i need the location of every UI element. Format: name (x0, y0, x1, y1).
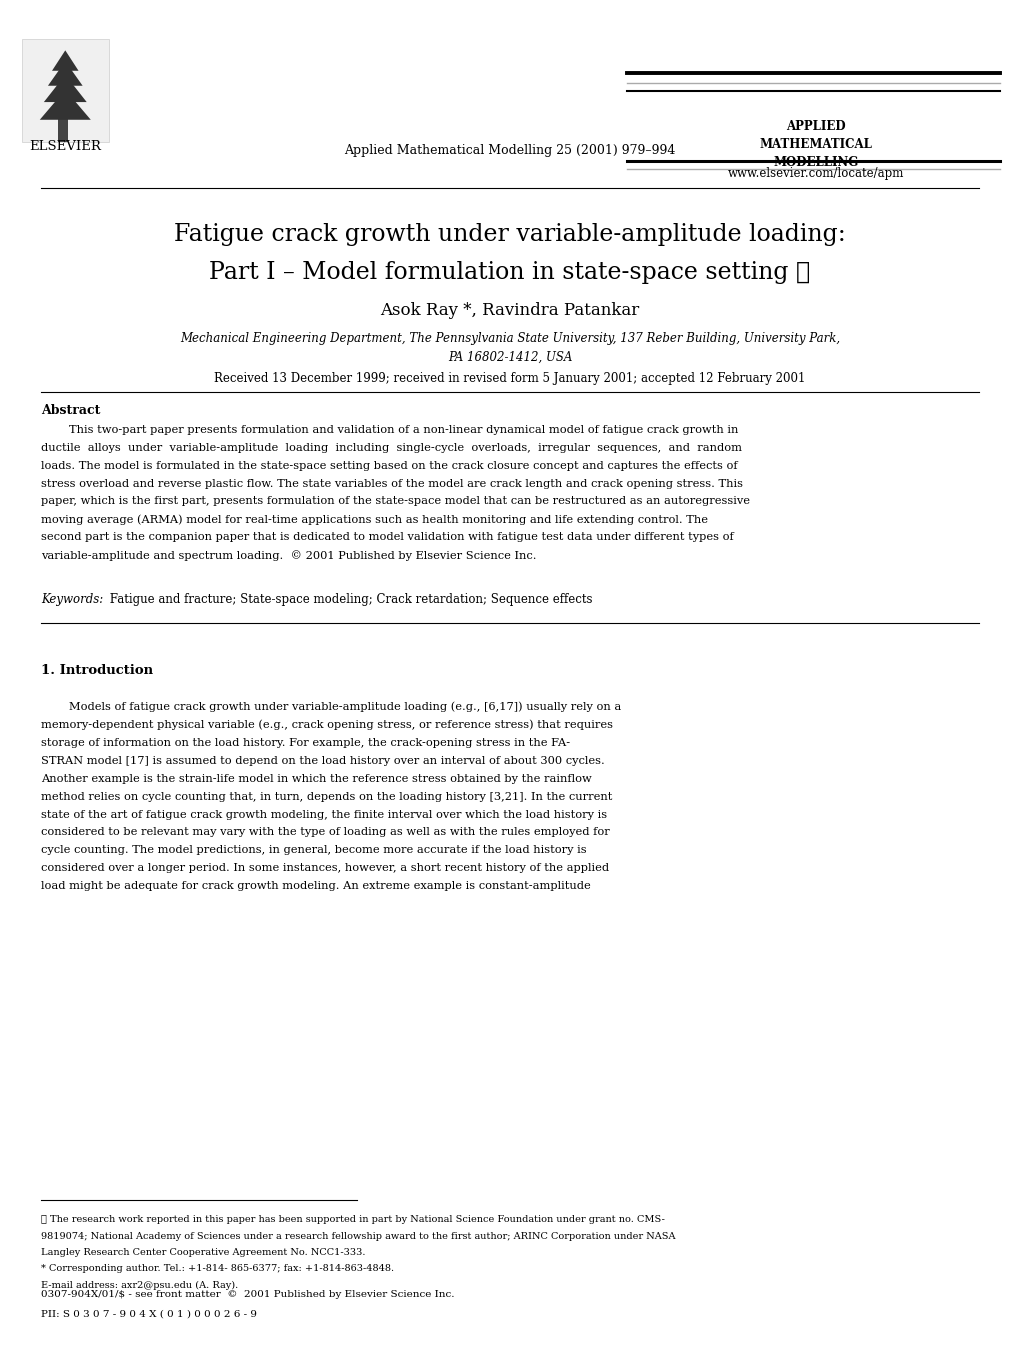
Text: 9819074; National Academy of Sciences under a research fellowship award to the f: 9819074; National Academy of Sciences un… (41, 1232, 675, 1241)
Text: ELSEVIER: ELSEVIER (30, 140, 101, 154)
Text: PA 16802-1412, USA: PA 16802-1412, USA (447, 351, 572, 365)
Text: Abstract: Abstract (41, 404, 100, 418)
Text: load might be adequate for crack growth modeling. An extreme example is constant: load might be adequate for crack growth … (41, 882, 590, 891)
Text: This two-part paper presents formulation and validation of a non-linear dynamica: This two-part paper presents formulation… (69, 425, 738, 434)
Text: moving average (ARMA) model for real-time applications such as health monitoring: moving average (ARMA) model for real-tim… (41, 514, 707, 525)
Text: second part is the companion paper that is dedicated to model validation with fa: second part is the companion paper that … (41, 532, 733, 543)
Text: Another example is the strain-life model in which the reference stress obtained : Another example is the strain-life model… (41, 773, 591, 784)
Text: Received 13 December 1999; received in revised form 5 January 2001; accepted 12 : Received 13 December 1999; received in r… (214, 372, 805, 385)
Text: storage of information on the load history. For example, the crack-opening stres: storage of information on the load histo… (41, 738, 570, 747)
Polygon shape (48, 61, 83, 86)
Text: Fatigue crack growth under variable-amplitude loading:: Fatigue crack growth under variable-ampl… (174, 223, 845, 246)
Text: PII: S 0 3 0 7 - 9 0 4 X ( 0 1 ) 0 0 0 2 6 - 9: PII: S 0 3 0 7 - 9 0 4 X ( 0 1 ) 0 0 0 2… (41, 1309, 257, 1319)
Bar (58, 117, 68, 142)
Text: method relies on cycle counting that, in turn, depends on the loading history [3: method relies on cycle counting that, in… (41, 792, 611, 802)
Text: 0307-904X/01/$ - see front matter  ©  2001 Published by Elsevier Science Inc.: 0307-904X/01/$ - see front matter © 2001… (41, 1290, 453, 1300)
Text: Keywords:: Keywords: (41, 593, 103, 606)
Text: Langley Research Center Cooperative Agreement No. NCC1-333.: Langley Research Center Cooperative Agre… (41, 1248, 365, 1258)
Text: Fatigue and fracture; State-space modeling; Crack retardation; Sequence effects: Fatigue and fracture; State-space modeli… (106, 593, 592, 606)
Text: Models of fatigue crack growth under variable-amplitude loading (e.g., [6,17]) u: Models of fatigue crack growth under var… (69, 702, 621, 712)
Text: considered over a longer period. In some instances, however, a short recent hist: considered over a longer period. In some… (41, 863, 608, 874)
Text: ★ The research work reported in this paper has been supported in part by Nationa: ★ The research work reported in this pap… (41, 1215, 664, 1225)
Text: Part I – Model formulation in state-space setting ☆: Part I – Model formulation in state-spac… (209, 261, 810, 284)
Text: STRAN model [17] is assumed to depend on the load history over an interval of ab: STRAN model [17] is assumed to depend on… (41, 755, 604, 766)
Bar (22, 39, 109, 142)
Polygon shape (52, 50, 78, 71)
Text: Applied Mathematical Modelling 25 (2001) 979–994: Applied Mathematical Modelling 25 (2001)… (344, 144, 675, 158)
Polygon shape (40, 90, 91, 120)
Text: * Corresponding author. Tel.: +1-814- 865-6377; fax: +1-814-863-4848.: * Corresponding author. Tel.: +1-814- 86… (41, 1264, 393, 1274)
Text: Asok Ray *, Ravindra Patankar: Asok Ray *, Ravindra Patankar (380, 302, 639, 318)
Text: www.elsevier.com/locate/apm: www.elsevier.com/locate/apm (728, 167, 903, 181)
Text: loads. The model is formulated in the state-space setting based on the crack clo: loads. The model is formulated in the st… (41, 460, 737, 471)
Text: 1. Introduction: 1. Introduction (41, 664, 153, 676)
Text: considered to be relevant may vary with the type of loading as well as with the : considered to be relevant may vary with … (41, 827, 609, 837)
Polygon shape (44, 75, 87, 102)
Text: memory-dependent physical variable (e.g., crack opening stress, or reference str: memory-dependent physical variable (e.g.… (41, 720, 612, 731)
Text: E-mail address: axr2@psu.edu (A. Ray).: E-mail address: axr2@psu.edu (A. Ray). (41, 1281, 237, 1290)
Text: variable-amplitude and spectrum loading.  © 2001 Published by Elsevier Science I: variable-amplitude and spectrum loading.… (41, 550, 536, 561)
Text: paper, which is the first part, presents formulation of the state-space model th: paper, which is the first part, presents… (41, 497, 749, 506)
Text: cycle counting. The model predictions, in general, become more accurate if the l: cycle counting. The model predictions, i… (41, 845, 586, 856)
Text: stress overload and reverse plastic flow. The state variables of the model are c: stress overload and reverse plastic flow… (41, 479, 742, 489)
Text: state of the art of fatigue crack growth modeling, the finite interval over whic: state of the art of fatigue crack growth… (41, 810, 606, 819)
Text: APPLIED
MATHEMATICAL
MODELLING: APPLIED MATHEMATICAL MODELLING (759, 120, 871, 169)
Text: Mechanical Engineering Department, The Pennsylvania State University, 137 Reber : Mechanical Engineering Department, The P… (179, 332, 840, 346)
Text: ductile  alloys  under  variable-amplitude  loading  including  single-cycle  ov: ductile alloys under variable-amplitude … (41, 442, 741, 453)
